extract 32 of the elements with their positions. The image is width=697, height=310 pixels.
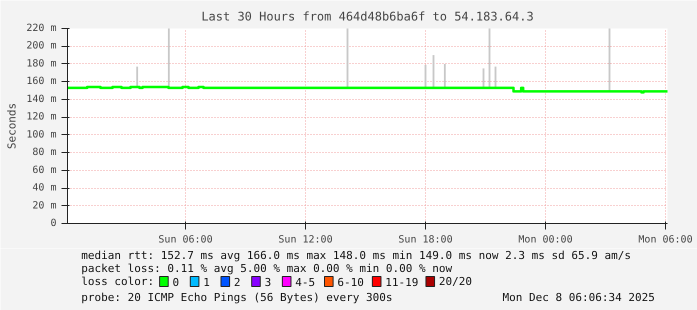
legend-title: loss color: (81, 275, 154, 288)
y-tick-label: 160 m (26, 76, 57, 88)
y-tick-label: 140 m (26, 94, 57, 105)
legend-label: 20/20 (438, 275, 472, 288)
y-axis-title: Seconds (5, 102, 18, 150)
x-tick-label: Sun 06:00 (158, 234, 213, 246)
legend-label: 4-5 (295, 276, 316, 289)
y-tick-label: 80 m (32, 147, 57, 158)
x-tick-label: Sun 18:00 (398, 234, 453, 246)
x-tick-label: Mon 00:00 (518, 234, 573, 246)
legend-label: 0 (172, 276, 180, 289)
text: median rtt: 152.7 ms avg 166.0 ms max 148.0 ms min 149.0 ms now 2.3 ms sd 65.9 am/s (81, 249, 631, 262)
x-tick-label: Sun 12:00 (278, 234, 333, 246)
y-tick-label: 200 m (26, 40, 57, 52)
legend-label: 2 (234, 276, 241, 289)
y-tick-label: 180 m (26, 58, 57, 70)
y-tick-label: 120 m (26, 112, 57, 123)
text: probe: 20 ICMP Echo Pings (56 Bytes) every 300s (81, 291, 393, 304)
y-tick-label: 60 m (32, 164, 57, 176)
chart-title: Last 30 Hours from 464d48b6ba6f to 54.183.64.3 (201, 10, 534, 24)
legend-label: 6-10 (337, 276, 364, 289)
x-tick-label: Mon 06:00 (638, 234, 693, 246)
legend-label: 3 (264, 276, 272, 289)
legend-label: 11-19 (385, 276, 418, 289)
text: Mon Dec 8 06:06:34 2025 (502, 291, 655, 304)
y-tick-label: 0 (50, 218, 57, 229)
text: packet loss: 0.11 % avg 5.00 % max 0.00 % min 0.00 % now (81, 262, 453, 275)
legend-label: 1 (203, 276, 210, 289)
y-tick-label: 40 m (32, 182, 57, 194)
y-tick-label: 20 m (32, 200, 57, 212)
y-tick-label: 220 m (26, 23, 57, 34)
y-tick-label: 100 m (26, 129, 57, 140)
